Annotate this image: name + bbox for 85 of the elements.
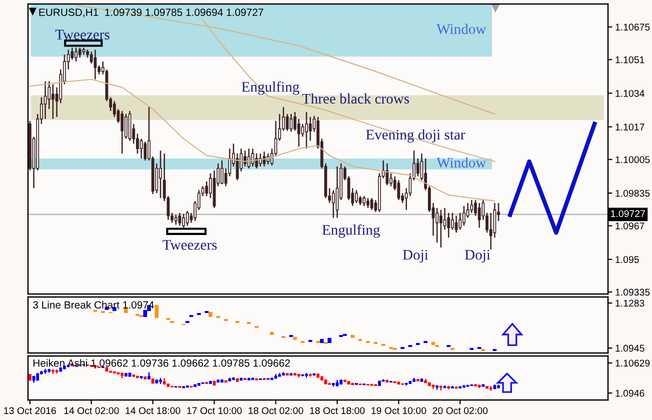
candlestick: [462, 205, 466, 226]
candlestick: [370, 197, 374, 211]
bar: [154, 304, 159, 318]
candlestick: [205, 180, 208, 197]
annotation: Engulfing: [242, 81, 300, 95]
x-tick-label: 14 Oct 02:00: [64, 407, 119, 414]
annotation: Doji: [464, 250, 490, 263]
annotation: Engulfing: [322, 224, 380, 238]
bar: [270, 332, 274, 335]
bar: [208, 312, 212, 317]
candlestick: [140, 138, 143, 160]
bar: [328, 338, 332, 343]
candlestick: [124, 113, 128, 140]
candlestick: [478, 202, 481, 228]
y-tick-label: 1.0946: [616, 390, 644, 397]
chart-title: EURUSD,H1 1.09739 1.09785 1.09694 1.09727: [39, 8, 264, 18]
bar: [350, 334, 354, 338]
annotation: Doji: [402, 250, 428, 263]
candlestick: [78, 47, 82, 58]
y-tick-label: 1.09335: [616, 288, 650, 296]
candlestick: [301, 123, 304, 138]
bar: [320, 339, 324, 343]
candlestick: [220, 160, 224, 185]
y-tick-label: 1.1017: [616, 124, 644, 130]
candlestick: [236, 152, 239, 181]
chart-title: 3 Line Break Chart 1.0974: [33, 300, 154, 309]
x-tick-label: 18 Oct 02:00: [248, 407, 304, 414]
y-tick-label: 1.0945: [616, 344, 644, 352]
x-tick-label: 20 Oct 02:00: [432, 407, 488, 414]
candlestick: [366, 197, 370, 209]
candlestick: [182, 213, 186, 228]
candlestick: [458, 212, 462, 230]
y-tick-label: 1.095: [616, 256, 639, 263]
candlestick: [52, 84, 54, 120]
x-tick-label: 13 Oct 2016: [4, 407, 56, 414]
candlestick: [290, 113, 293, 132]
candlestick: [354, 190, 358, 204]
x-tick-label: 14 Oct 18:00: [126, 407, 180, 414]
candlestick: [305, 111, 308, 150]
candlestick: [397, 180, 400, 201]
x-tick-label: 17 Oct 10:00: [187, 407, 242, 414]
ref-line-label: 1.09727: [611, 210, 645, 218]
candlestick: [258, 152, 262, 168]
candlestick: [362, 195, 366, 207]
bar: [112, 307, 116, 311]
candlestick: [74, 47, 78, 62]
x-tick-label: 19 Oct 10:00: [372, 407, 426, 414]
candlestick: [439, 209, 442, 248]
candlestick: [390, 172, 392, 187]
y-tick-label: 1.1034: [616, 90, 644, 97]
y-tick-label: 1.10005: [616, 156, 650, 164]
annotation: Tweezers: [55, 30, 110, 40]
candlestick: [247, 148, 250, 170]
annotation: Three black crows: [302, 93, 410, 104]
y-tick-label: 1.1051: [616, 56, 644, 64]
y-tick-label: 1.09835: [616, 190, 650, 197]
candlestick: [308, 116, 312, 142]
candlestick: [255, 152, 258, 170]
candlestick: [416, 158, 420, 177]
candlestick: [244, 150, 246, 168]
candlestick: [120, 110, 124, 154]
band-label: Window: [436, 157, 486, 168]
bar: [293, 336, 297, 340]
annotation: Evening doji star: [366, 129, 466, 143]
band-label: Window: [436, 24, 486, 34]
candlestick: [174, 214, 178, 226]
candlestick: [186, 210, 189, 226]
candlestick: [450, 212, 454, 230]
line-series: [29, 78, 496, 202]
candlestick: [436, 207, 439, 244]
candlestick: [159, 150, 162, 199]
annotation: Tweezers: [162, 240, 217, 250]
y-tick-label: 1.1283: [616, 300, 644, 307]
candlestick: [386, 162, 389, 186]
candlestick: [447, 212, 450, 238]
line-series: [508, 122, 597, 235]
x-tick-label: 18 Oct 18:00: [310, 407, 365, 414]
candlestick: [332, 190, 335, 218]
candlestick: [144, 141, 147, 162]
candlestick: [251, 148, 254, 168]
candlestick: [94, 49, 97, 80]
y-tick-label: 1.10629: [616, 360, 650, 367]
y-tick-label: 1.0967: [616, 222, 644, 230]
y-tick-label: 1.10675: [616, 24, 650, 31]
candlestick: [470, 199, 474, 214]
